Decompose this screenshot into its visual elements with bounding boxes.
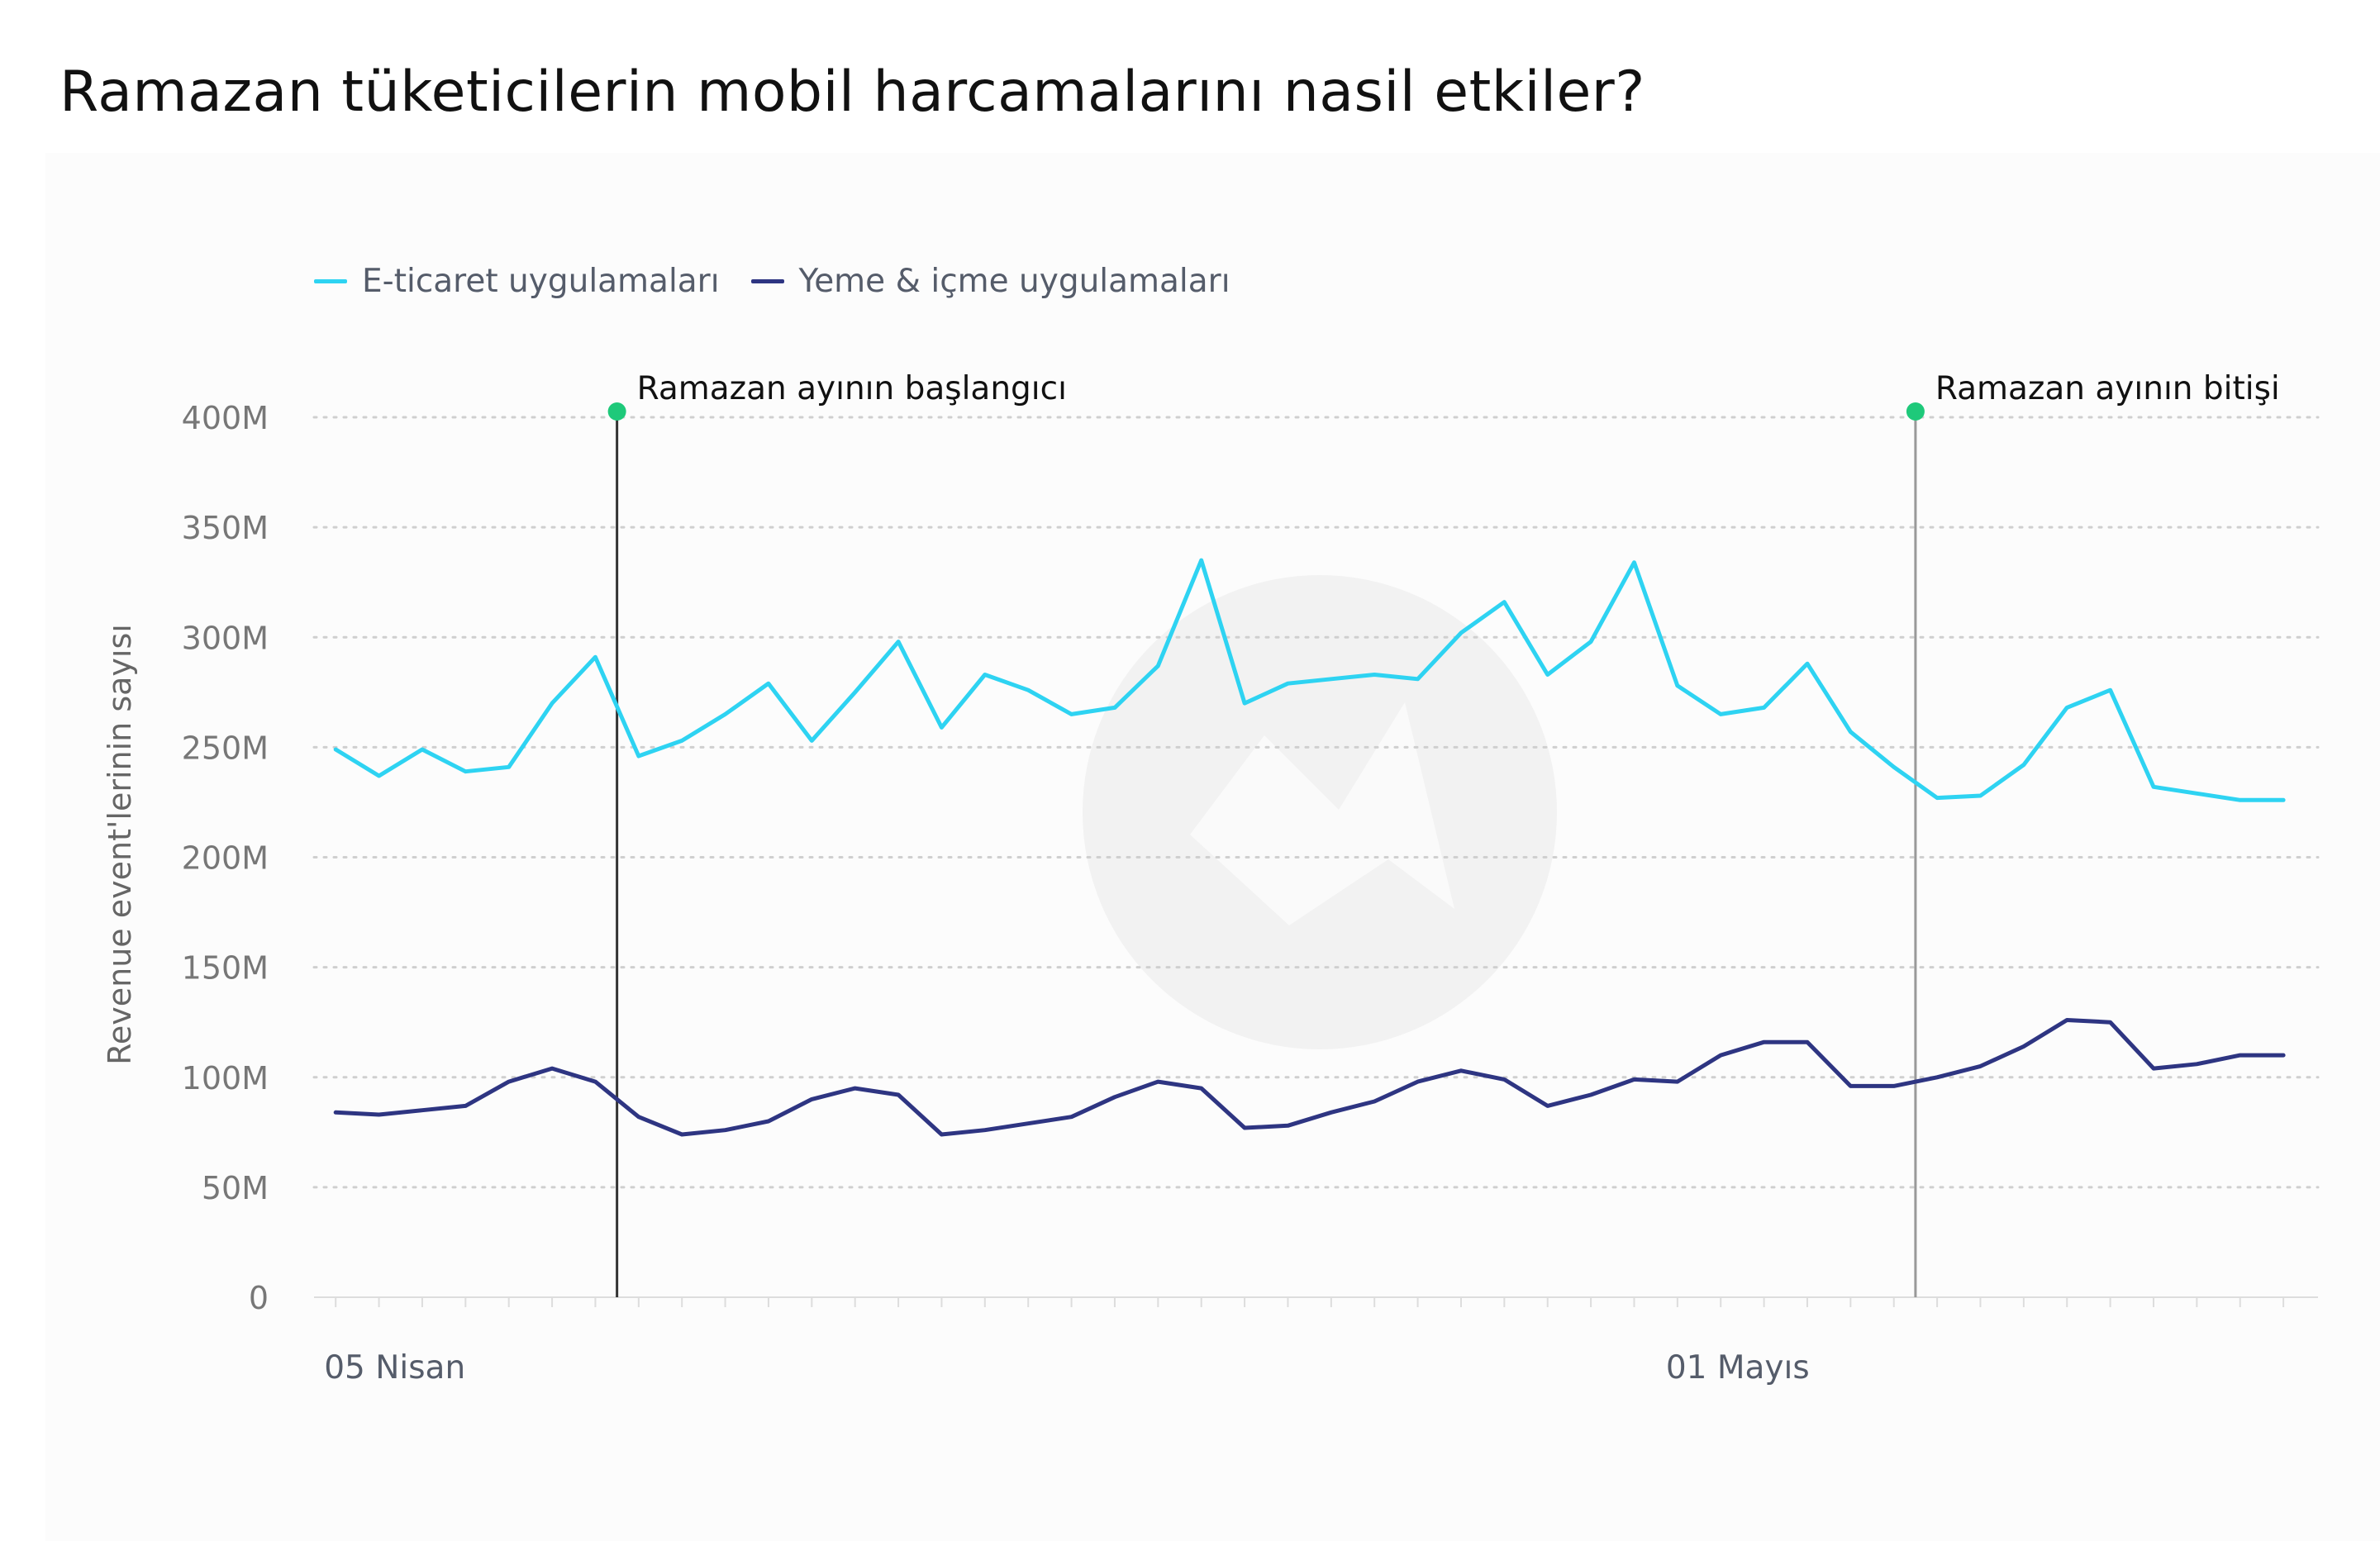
y-tick-label: 400M bbox=[182, 400, 269, 436]
watermark-logo bbox=[1083, 575, 1557, 1049]
chart-title: Ramazan tüketicilerin mobil harcamaların… bbox=[60, 59, 1645, 125]
series-line-yeme-icme bbox=[333, 1018, 2286, 1137]
annotation-marker bbox=[1906, 402, 1925, 421]
y-tick-label: 50M bbox=[202, 1170, 269, 1206]
x-tick-label: 05 Nisan bbox=[324, 1349, 465, 1386]
legend-swatch-yeme-icme bbox=[750, 279, 784, 283]
legend: E-ticaret uygulamaları Yeme & içme uygul… bbox=[314, 263, 1230, 300]
annotation-label: Ramazan ayının başlangıcı bbox=[637, 370, 1067, 407]
y-tick-label: 300M bbox=[182, 620, 269, 656]
x-tick-label: 01 Mayıs bbox=[1666, 1349, 1810, 1386]
y-tick-label: 100M bbox=[182, 1060, 269, 1096]
legend-label-eticaret: E-ticaret uygulamaları bbox=[362, 263, 720, 300]
y-tick-label: 150M bbox=[182, 950, 269, 987]
y-tick-label: 350M bbox=[182, 510, 269, 546]
annotation-label: Ramazan ayının bitişi bbox=[1935, 370, 2280, 407]
series-line-eticaret bbox=[333, 558, 2286, 802]
legend-item-eticaret: E-ticaret uygulamaları bbox=[314, 263, 720, 300]
y-tick-label: 0 bbox=[249, 1280, 269, 1316]
y-tick-label: 250M bbox=[182, 730, 269, 766]
legend-item-yeme-icme: Yeme & içme uygulamaları bbox=[750, 263, 1230, 300]
y-tick-label: 200M bbox=[182, 840, 269, 877]
legend-swatch-eticaret bbox=[314, 279, 347, 283]
legend-label-yeme-icme: Yeme & içme uygulamaları bbox=[798, 263, 1230, 300]
annotation-marker bbox=[607, 402, 626, 421]
y-axis-title: Revenue event'lerinin sayısı bbox=[102, 624, 138, 1065]
